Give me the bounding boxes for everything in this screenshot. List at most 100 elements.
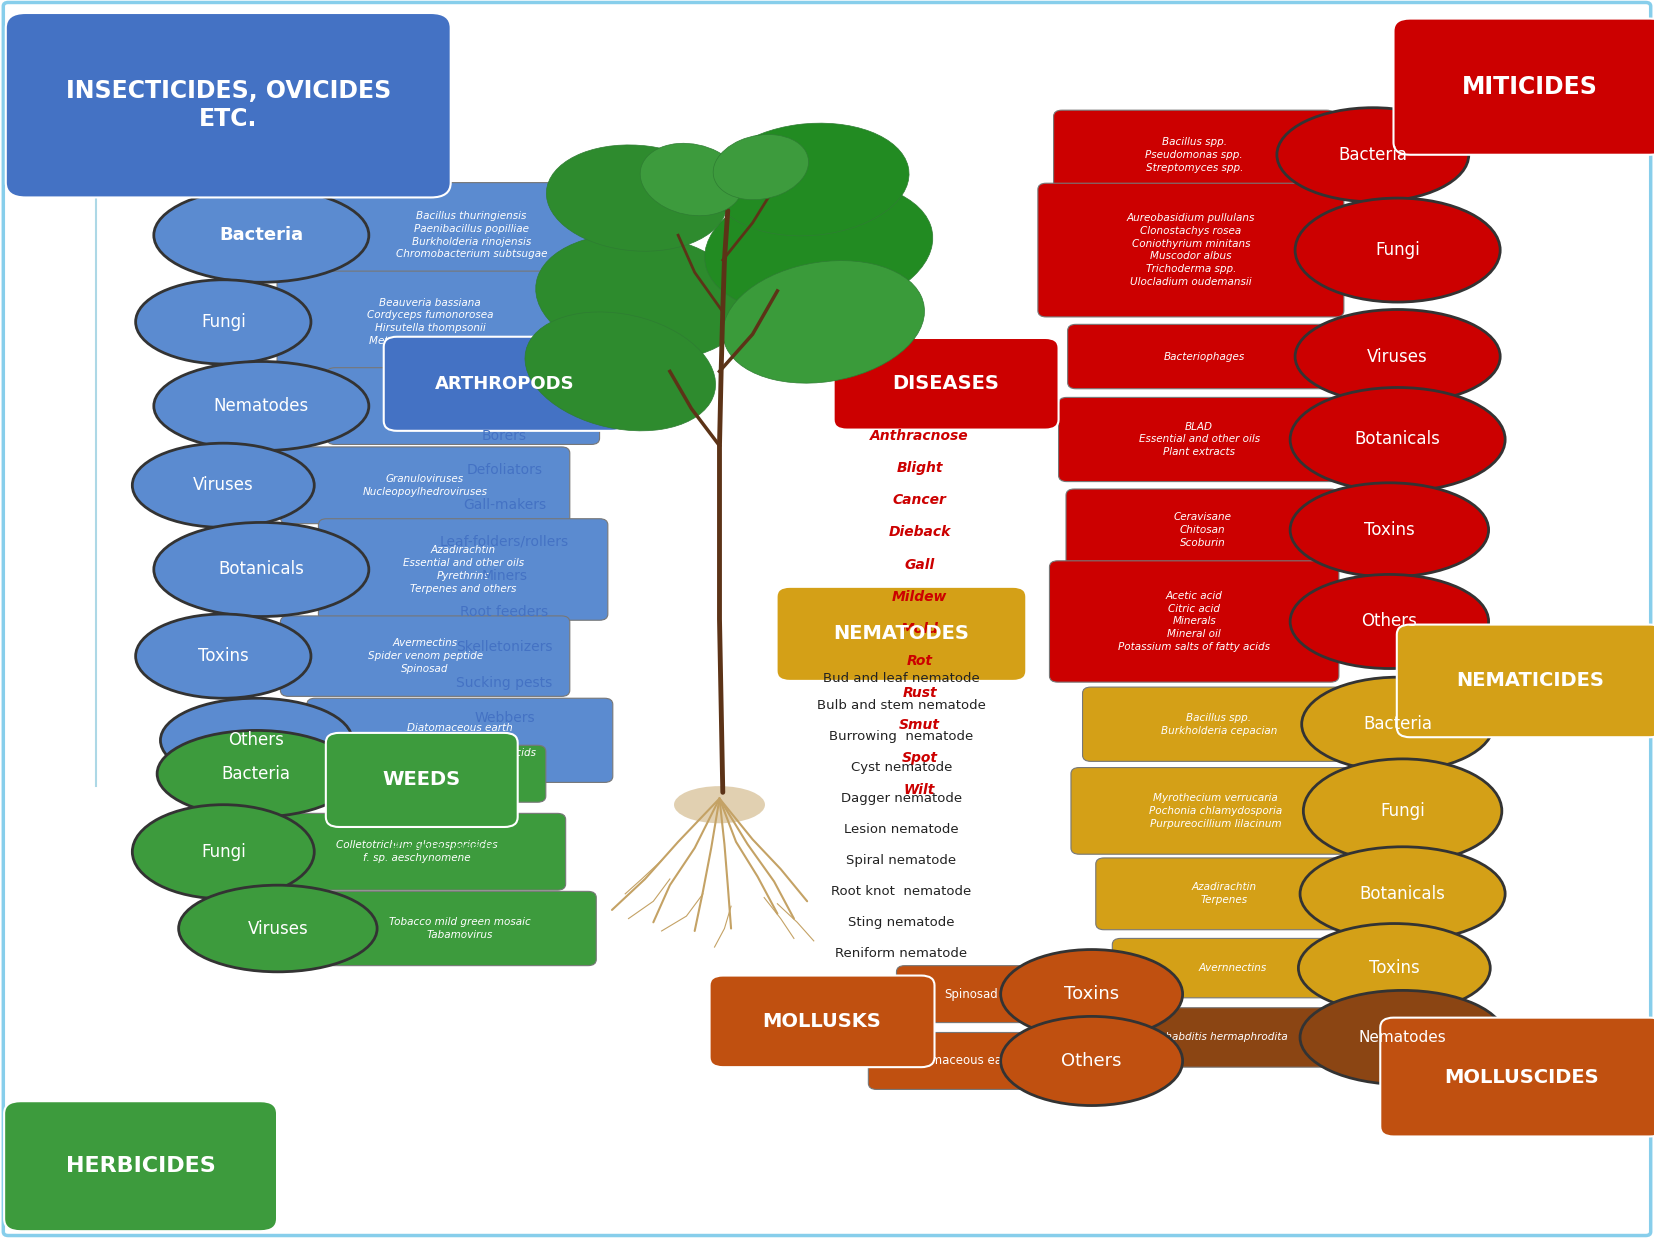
Text: Avermectins
Spider venom peptide
Spinosad: Avermectins Spider venom peptide Spinosa… [367,639,483,673]
Text: Spinosad: Spinosad [944,988,997,1000]
Text: Mold: Mold [901,621,938,636]
Text: Azadirachtin
Terpenes: Azadirachtin Terpenes [1191,883,1257,905]
FancyBboxPatch shape [1111,938,1353,998]
Text: Miners: Miners [481,568,528,583]
Text: Beauveria bassiana
Cordyceps fumonorosea
Hirsutella thompsonii
Metarhizium brunn: Beauveria bassiana Cordyceps fumonorosea… [367,297,493,347]
Ellipse shape [1302,677,1494,771]
Text: Nematodes: Nematodes [213,397,309,415]
Text: Blight: Blight [896,461,943,475]
Text: WEEDS: WEEDS [382,770,461,790]
Text: Dagger nematode: Dagger nematode [840,792,963,805]
Text: Others: Others [1361,613,1417,630]
Ellipse shape [1290,483,1489,577]
Text: Rust: Rust [903,686,936,701]
Text: Toxins: Toxins [1064,985,1120,1003]
Ellipse shape [160,698,352,782]
Text: Toxins: Toxins [1370,959,1419,977]
Text: Spot: Spot [901,750,938,765]
Ellipse shape [157,730,356,817]
FancyBboxPatch shape [1095,858,1353,930]
FancyBboxPatch shape [1065,489,1340,571]
FancyBboxPatch shape [384,337,625,431]
Ellipse shape [675,786,764,823]
Ellipse shape [1290,387,1505,491]
FancyBboxPatch shape [1393,19,1654,155]
FancyBboxPatch shape [1068,324,1340,389]
FancyBboxPatch shape [327,368,599,444]
Text: Biennial weeds: Biennial weeds [390,841,496,855]
Text: Aureobasidium pullulans
Clonostachys rosea
Coniothyrium minitans
Muscodor albus
: Aureobasidium pullulans Clonostachys ros… [1126,213,1255,287]
Text: Spiral nematode: Spiral nematode [847,854,956,867]
FancyBboxPatch shape [3,2,1651,1236]
Text: Anthracnose: Anthracnose [870,428,969,443]
Text: MOLLUSCIDES: MOLLUSCIDES [1444,1067,1599,1087]
FancyBboxPatch shape [1379,1018,1654,1136]
Ellipse shape [179,885,377,972]
Text: Bulb and stem nematode: Bulb and stem nematode [817,699,986,712]
Text: INSECTICIDES, OVICIDES
ETC.: INSECTICIDES, OVICIDES ETC. [66,79,390,131]
Text: Bacteriophages: Bacteriophages [1163,352,1245,361]
FancyBboxPatch shape [710,976,935,1067]
FancyBboxPatch shape [1072,768,1360,854]
Text: Bacillus thuringiensis
Paenibacillus popilliae
Burkholderia rinojensis
Chromobac: Bacillus thuringiensis Paenibacillus pop… [395,210,547,260]
FancyBboxPatch shape [868,1032,1050,1089]
Text: DISEASES: DISEASES [893,374,999,394]
Ellipse shape [132,805,314,899]
FancyBboxPatch shape [268,813,566,890]
Ellipse shape [1300,847,1505,941]
Text: Wilt: Wilt [905,782,935,797]
Ellipse shape [136,280,311,364]
FancyBboxPatch shape [1039,183,1343,317]
Text: Skelletonizers: Skelletonizers [457,640,552,655]
Text: Root knot  nematode: Root knot nematode [832,885,971,898]
Ellipse shape [1303,759,1502,863]
Text: MOLLUSKS: MOLLUSKS [762,1011,882,1031]
Text: Toxins: Toxins [198,647,248,665]
FancyBboxPatch shape [1396,624,1654,738]
Text: BLAD
Essential and other oils
Plant extracts: BLAD Essential and other oils Plant extr… [1138,422,1260,457]
Ellipse shape [132,443,314,527]
Text: Others: Others [228,732,284,749]
Ellipse shape [723,261,925,383]
Ellipse shape [713,135,809,199]
Ellipse shape [1277,108,1469,202]
Text: Fungi: Fungi [1374,241,1421,259]
Text: Tobacco mild green mosaic
Tabamovirus: Tobacco mild green mosaic Tabamovirus [389,917,531,940]
Text: Annual weeds: Annual weeds [395,812,491,827]
FancyBboxPatch shape [1059,397,1340,482]
Text: NEMATODES: NEMATODES [834,624,969,644]
FancyBboxPatch shape [278,271,584,373]
FancyBboxPatch shape [314,745,546,802]
Ellipse shape [640,144,743,215]
FancyBboxPatch shape [324,891,597,966]
Ellipse shape [154,361,369,451]
FancyBboxPatch shape [1042,1008,1365,1067]
FancyBboxPatch shape [5,1102,276,1231]
FancyBboxPatch shape [306,183,637,287]
Text: Bacteria: Bacteria [222,765,291,782]
Text: ARTHROPODS: ARTHROPODS [435,375,574,392]
Text: Bacteria: Bacteria [1338,146,1408,163]
Text: Leaf-folders/rollers: Leaf-folders/rollers [440,534,569,548]
Text: Gall-makers: Gall-makers [463,498,546,513]
Text: Viruses: Viruses [248,920,308,937]
Text: Fungi: Fungi [1379,802,1426,820]
FancyBboxPatch shape [1054,110,1335,199]
Text: Perennial weeds: Perennial weeds [387,869,500,884]
Ellipse shape [136,614,311,698]
Text: Acetic acid
Citric acid
Minerals
Mineral oil
Potassium salts of fatty acids: Acetic acid Citric acid Minerals Mineral… [1118,591,1270,652]
Text: Bacteria: Bacteria [1363,716,1432,733]
Text: Defoliators: Defoliators [466,463,543,478]
Text: Bacteria: Bacteria [220,227,303,244]
Text: Bud and leaf nematode: Bud and leaf nematode [824,672,979,685]
FancyBboxPatch shape [326,733,518,827]
Text: Snails and slugs: Snails and slugs [738,1047,850,1062]
Text: Myrothecium verrucaria
Pochonia chlamydosporia
Purpureocillium lilacinum: Myrothecium verrucaria Pochonia chlamydo… [1150,794,1282,828]
Text: Avernnectins: Avernnectins [1197,963,1267,973]
Text: Granuloviruses
Nucleopoylhedroviruses: Granuloviruses Nucleopoylhedroviruses [362,474,488,496]
Text: Webbers: Webbers [475,711,534,725]
Ellipse shape [546,145,728,251]
Text: HERBICIDES: HERBICIDES [66,1156,215,1176]
Text: Lesion nematode: Lesion nematode [844,823,959,836]
Text: Botanicals: Botanicals [218,561,304,578]
